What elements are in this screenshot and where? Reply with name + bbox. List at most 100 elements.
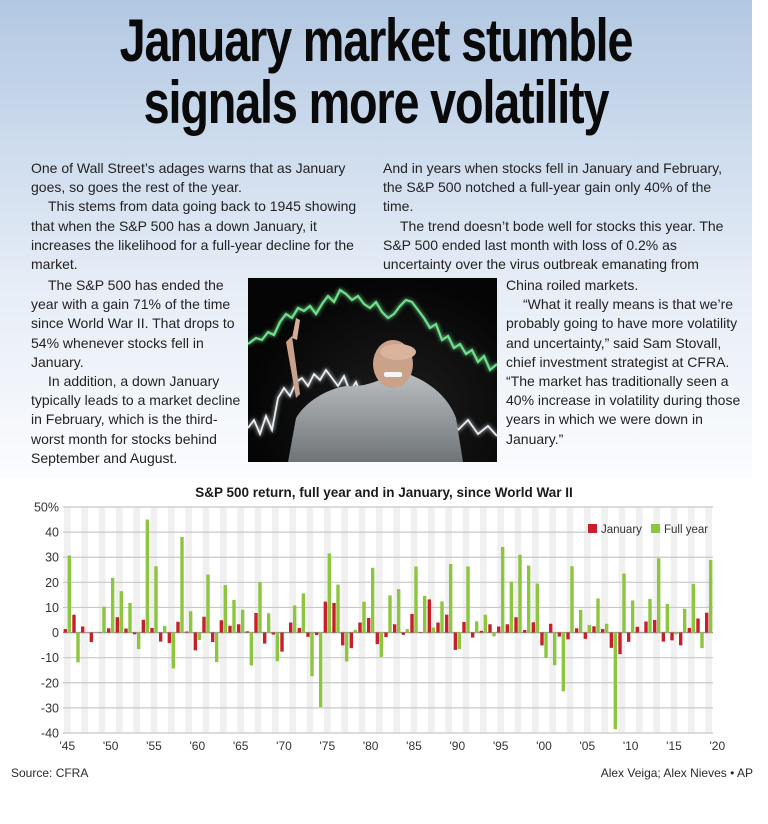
shirt-shape xyxy=(288,368,463,462)
y-tick-label: 10 xyxy=(45,601,59,615)
bar-january xyxy=(63,629,68,633)
headline-line-1: January market stumble xyxy=(119,7,634,74)
paragraph: The trend doesn’t bode well for stocks t… xyxy=(383,217,724,273)
bar-full-year xyxy=(604,623,609,633)
paragraph: And in years when stocks fell in January… xyxy=(383,160,723,215)
bar-full-year xyxy=(379,632,384,657)
bar-full-year xyxy=(258,582,262,633)
bar-full-year xyxy=(596,598,600,633)
x-axis-labels: '45 '50 '55 '60 '65 '70 '75 '80 '85 '90 '95 '00 '05 '… xyxy=(60,739,726,753)
bar-full-year xyxy=(128,602,132,633)
year-band xyxy=(601,507,608,733)
bar-january xyxy=(254,612,258,633)
bar-january xyxy=(436,622,440,633)
bar-january xyxy=(626,632,631,642)
x-tick-label: '65 xyxy=(233,739,249,753)
bar-january xyxy=(375,632,380,645)
year-band xyxy=(653,507,660,733)
bar-january xyxy=(80,626,85,633)
bar-january xyxy=(470,632,475,638)
year-band xyxy=(341,507,348,733)
bar-full-year xyxy=(188,611,193,633)
year-band xyxy=(636,507,643,733)
bar-january xyxy=(141,619,146,633)
chart-area: 50% 40 30 20 10 0 -10 -20 -30 -40 '45 '50 '55 '60 '65… xyxy=(0,500,768,760)
bar-full-year xyxy=(396,589,401,633)
bar-full-year xyxy=(700,632,704,649)
bar-january xyxy=(271,632,276,635)
bar-full-year xyxy=(171,632,176,669)
y-tick-label: -30 xyxy=(41,701,59,715)
year-band xyxy=(705,507,712,733)
bar-full-year xyxy=(76,632,80,663)
bar-full-year xyxy=(466,566,470,633)
legend-swatch-january xyxy=(588,524,597,533)
y-tick-label: 0 xyxy=(52,626,59,640)
x-tick-label: '60 xyxy=(190,739,206,753)
bar-january xyxy=(514,617,518,633)
bar-january xyxy=(661,632,666,642)
bar-january xyxy=(176,621,180,633)
bar-full-year xyxy=(266,613,271,633)
bar-january xyxy=(366,617,371,633)
bar-january xyxy=(384,632,388,638)
bar-full-year xyxy=(561,632,566,692)
bar-full-year xyxy=(518,554,522,633)
x-tick-label: '80 xyxy=(363,739,379,753)
year-band xyxy=(116,507,123,733)
bar-january xyxy=(288,622,293,633)
year-band xyxy=(254,507,262,733)
bar-january xyxy=(392,624,397,633)
x-tick-label: '00 xyxy=(536,739,552,753)
bar-january xyxy=(297,628,302,633)
year-band xyxy=(64,507,71,733)
year-band xyxy=(445,507,452,733)
x-tick-label: '45 xyxy=(60,739,76,753)
bar-january xyxy=(332,602,336,633)
bar-full-year xyxy=(552,632,557,666)
year-band xyxy=(98,507,106,733)
bar-full-year xyxy=(318,632,323,708)
bar-january xyxy=(670,632,674,641)
year-band xyxy=(688,507,695,733)
raised-arm-shape xyxy=(286,336,300,398)
bar-january xyxy=(306,632,310,637)
bar-full-year xyxy=(656,558,661,633)
bar-full-year xyxy=(500,546,505,633)
bar-january xyxy=(496,626,501,633)
year-band xyxy=(376,507,383,733)
bar-january xyxy=(314,632,319,636)
article-column-right-top: And in years when stocks fell in January… xyxy=(383,159,728,274)
bar-full-year xyxy=(145,519,150,633)
bar-full-year xyxy=(249,632,254,666)
article-column-left-bottom: The S&P 500 has ended the year with a ga… xyxy=(31,276,246,468)
bar-january xyxy=(410,613,414,633)
chart-title: S&P 500 return, full year and in January… xyxy=(195,485,573,500)
year-band xyxy=(428,507,435,733)
year-band xyxy=(237,507,244,733)
bar-full-year xyxy=(422,595,427,633)
bar-january xyxy=(488,624,492,633)
bar-january xyxy=(262,632,267,644)
bar-full-year xyxy=(232,599,236,633)
bar-full-year xyxy=(431,627,436,633)
x-tick-label: '50 xyxy=(103,739,119,753)
source-credit: Source: CFRA xyxy=(11,766,89,780)
bar-january xyxy=(444,614,449,633)
bar-full-year xyxy=(136,632,141,650)
bar-full-year xyxy=(67,555,72,633)
bar-full-year xyxy=(587,625,592,633)
bar-full-year xyxy=(102,606,106,633)
y-tick-label: 30 xyxy=(45,551,59,565)
bar-january xyxy=(340,632,345,646)
x-tick-label: '20 xyxy=(710,739,726,753)
bar-full-year xyxy=(223,585,228,633)
bar-full-year xyxy=(708,559,713,633)
year-band xyxy=(462,507,470,733)
year-band xyxy=(549,507,556,733)
bar-full-year xyxy=(526,565,531,633)
bar-full-year xyxy=(240,609,245,633)
bar-full-year xyxy=(370,567,375,633)
y-tick-label: -20 xyxy=(41,676,59,690)
bar-full-year xyxy=(578,609,583,633)
